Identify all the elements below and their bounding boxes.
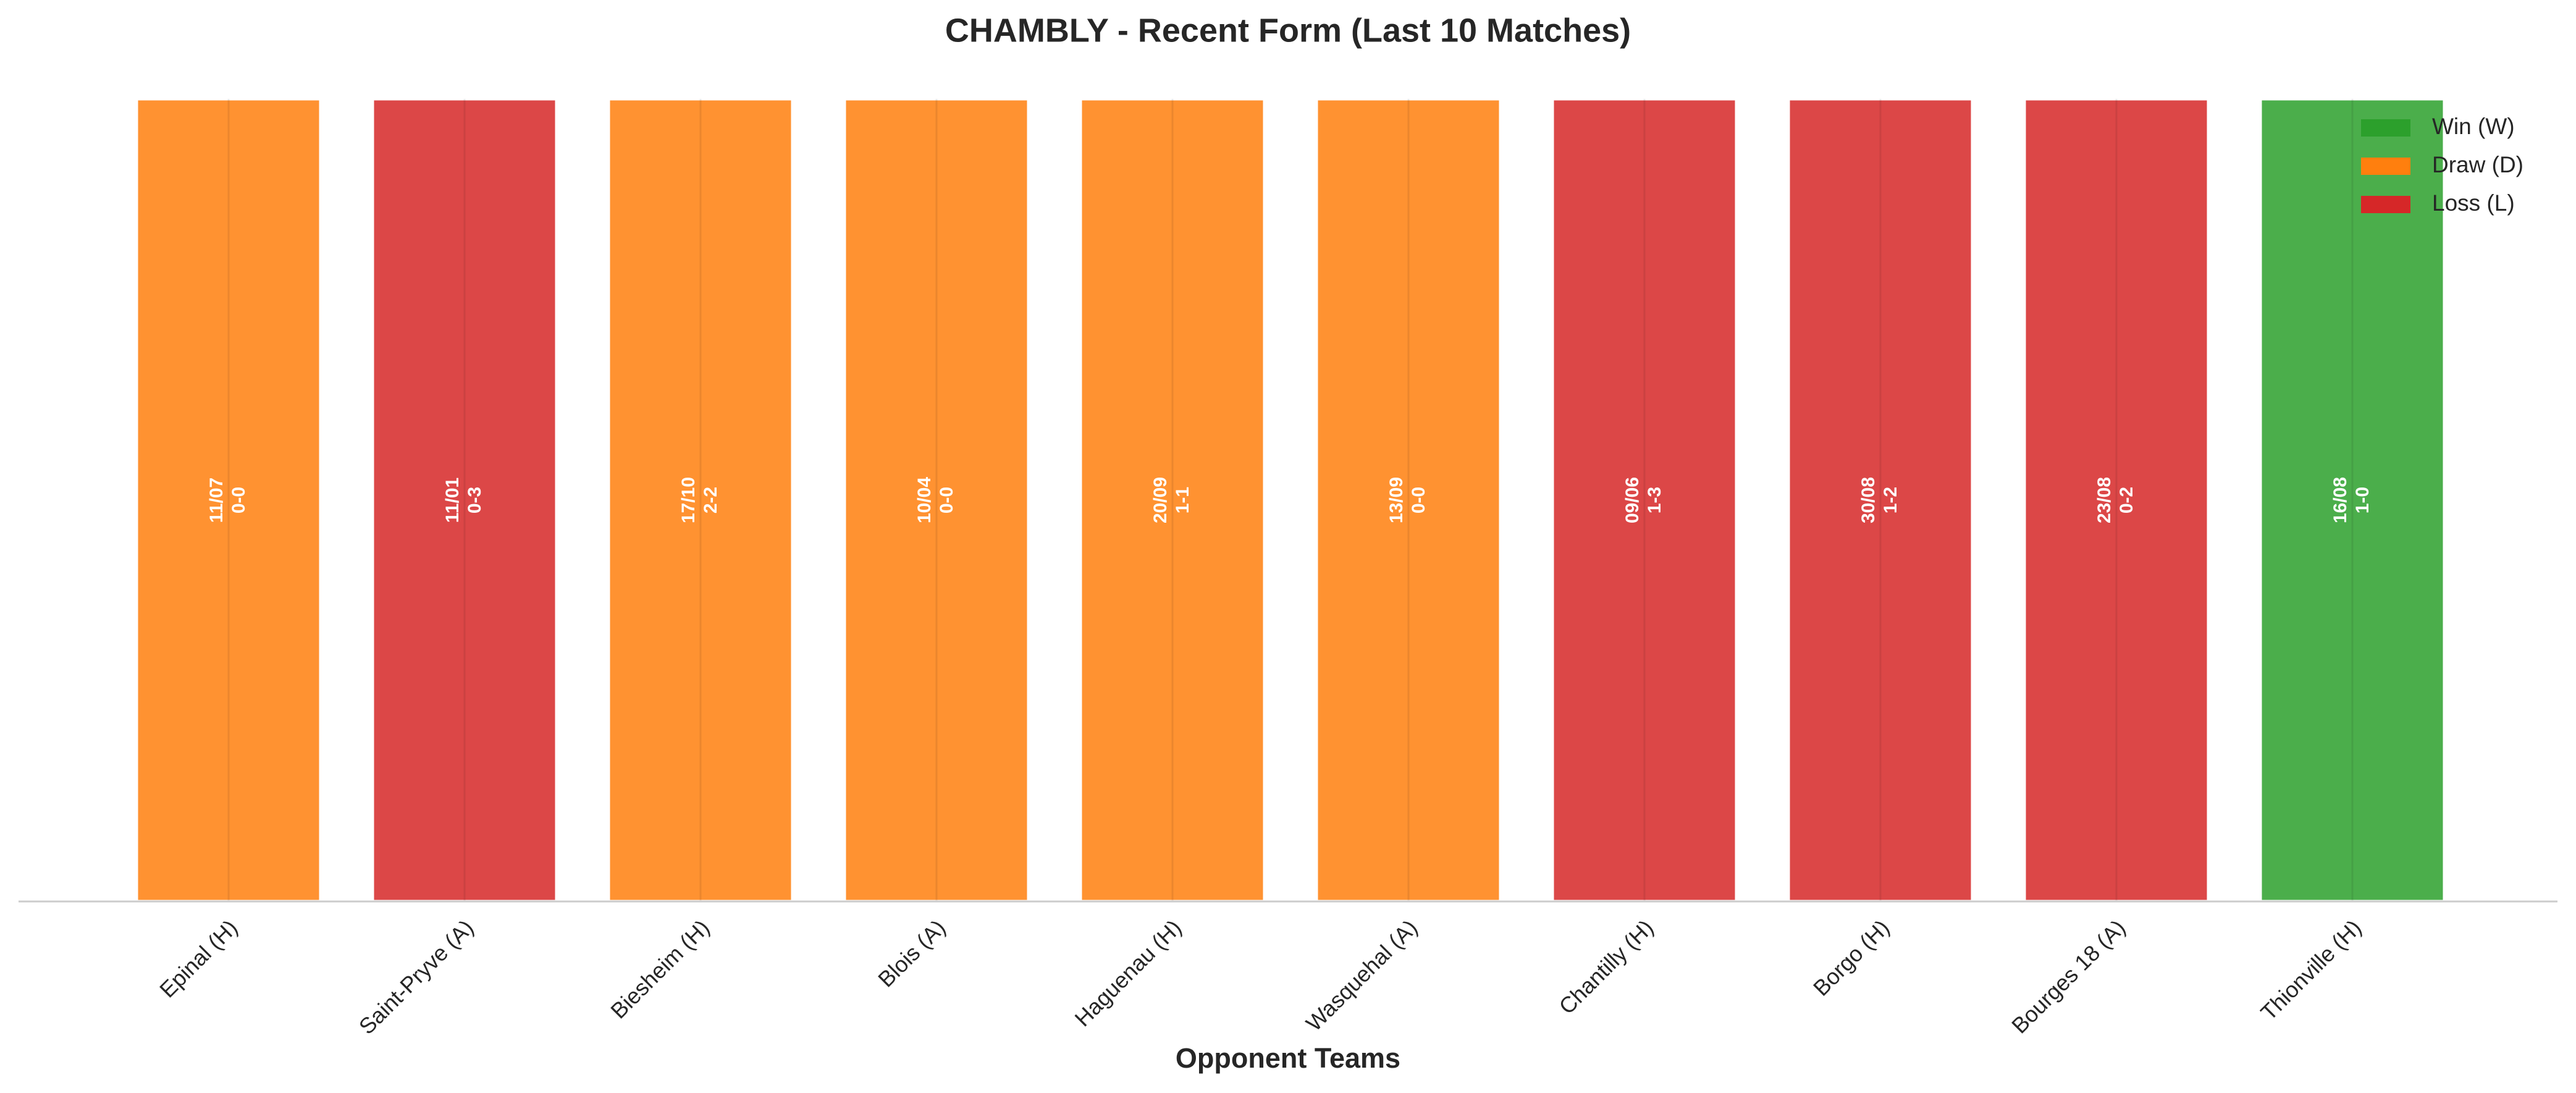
legend-swatch <box>2361 196 2410 213</box>
chart-title: CHAMBLY - Recent Form (Last 10 Matches) <box>945 12 1631 49</box>
legend-swatch <box>2361 119 2410 137</box>
bar-label-date: 10/04 <box>914 477 935 523</box>
x-tick-label: Borgo (H) <box>1808 914 1894 1000</box>
x-tick-label: Chantilly (H) <box>1554 914 1658 1019</box>
bar <box>371 97 558 903</box>
legend-label: Win (W) <box>2432 114 2515 139</box>
x-tick-label: Haguenau (H) <box>1069 914 1186 1031</box>
bar-label-score: 1-0 <box>2352 487 2373 513</box>
bar-label-score: 2-2 <box>701 487 721 513</box>
bar-label-score: 1-3 <box>1644 487 1665 513</box>
bar-label-score: 1-2 <box>1880 487 1901 513</box>
bar <box>843 97 1030 903</box>
bar-label-date: 20/09 <box>1150 477 1171 523</box>
bar-label-score: 1-1 <box>1172 487 1193 513</box>
legend-swatch <box>2361 158 2410 175</box>
x-tick-label: Bourges 18 (A) <box>2006 914 2130 1038</box>
bar-label-score: 0-3 <box>465 487 485 513</box>
legend-label: Draw (D) <box>2432 152 2523 177</box>
bar-label-date: 09/06 <box>1622 477 1643 523</box>
bar-label-score: 0-0 <box>1408 487 1429 513</box>
bar-label-score: 0-0 <box>229 487 249 513</box>
bar-label-date: 30/08 <box>1858 477 1879 523</box>
x-tick-label: Biesheim (H) <box>605 914 714 1023</box>
x-tick-label: Blois (A) <box>873 914 950 992</box>
bar-label-date: 16/08 <box>2330 477 2351 523</box>
bar <box>1551 97 1738 903</box>
legend-label: Loss (L) <box>2432 190 2515 216</box>
bar-label-date: 11/01 <box>442 478 463 523</box>
bar-label-date: 17/10 <box>678 477 699 523</box>
bar-label-score: 0-2 <box>2116 487 2137 513</box>
bar <box>1315 97 1502 903</box>
bar <box>607 97 794 903</box>
bar <box>1079 97 1266 903</box>
bar-label-date: 11/07 <box>206 478 227 523</box>
bar-label-date: 13/09 <box>1386 477 1407 523</box>
x-tick-label: Epinal (H) <box>154 914 242 1002</box>
x-tick-label: Thionville (H) <box>2255 914 2366 1025</box>
bar <box>2258 97 2446 903</box>
bar <box>135 97 322 903</box>
bar <box>1787 97 1974 903</box>
x-axis-label: Opponent Teams <box>1176 1042 1400 1074</box>
x-tick-label: Saint-Pryve (A) <box>354 914 479 1039</box>
bar-label-score: 0-0 <box>937 487 957 513</box>
bar-label-date: 23/08 <box>2094 477 2115 523</box>
x-tick-label: Wasquehal (A) <box>1301 914 1422 1036</box>
